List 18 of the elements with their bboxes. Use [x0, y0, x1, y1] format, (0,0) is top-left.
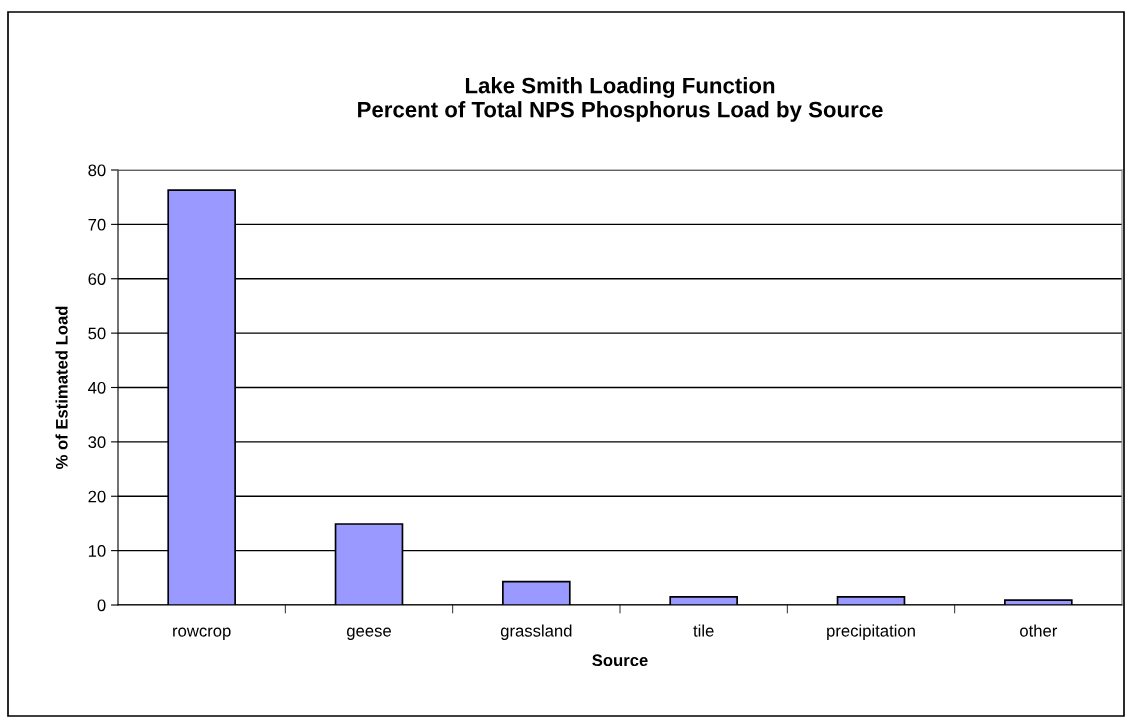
y-tick-label: 60 [88, 273, 106, 285]
x-axis-title: Source [592, 654, 648, 667]
x-tick-label: geese [347, 627, 391, 640]
y-tick-label: 10 [88, 545, 106, 557]
y-tick-label: 80 [88, 164, 106, 177]
x-tick-label: grassland [500, 624, 572, 640]
y-tick-label: 0 [97, 599, 106, 612]
y-tick-label: 30 [88, 436, 106, 449]
y-tick-label: 40 [88, 381, 106, 394]
x-tick-label: rowcrop [173, 627, 231, 640]
y-axis-title: % of Estimated Load [55, 306, 68, 470]
chart-title: Lake Smith Loading Function Percent of Total NPS Phosphorus Load by Source [358, 77, 883, 122]
y-tick-label: 50 [88, 327, 106, 340]
x-tick-label: tile [693, 624, 714, 637]
y-tick-label: 70 [88, 218, 106, 231]
y-tick-label: 20 [88, 490, 106, 503]
x-tick-label: other [1020, 624, 1058, 637]
x-tick-label: precipitation [827, 624, 915, 640]
